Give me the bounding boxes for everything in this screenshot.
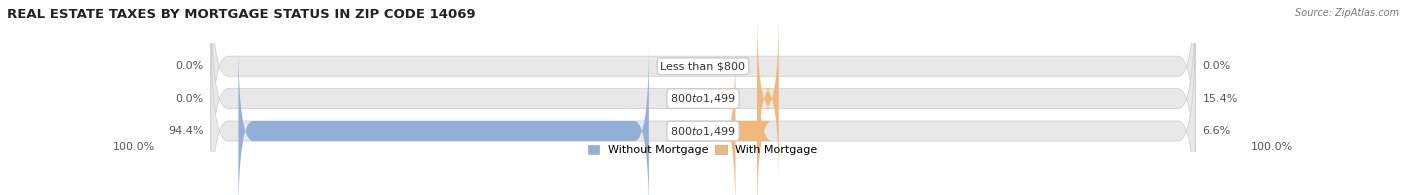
Text: 6.6%: 6.6%	[1202, 126, 1230, 136]
Text: Source: ZipAtlas.com: Source: ZipAtlas.com	[1295, 8, 1399, 18]
FancyBboxPatch shape	[756, 12, 779, 186]
Text: 0.0%: 0.0%	[1202, 61, 1230, 71]
FancyBboxPatch shape	[211, 0, 1195, 195]
Text: 100.0%: 100.0%	[1251, 142, 1294, 152]
FancyBboxPatch shape	[239, 44, 650, 195]
Text: REAL ESTATE TAXES BY MORTGAGE STATUS IN ZIP CODE 14069: REAL ESTATE TAXES BY MORTGAGE STATUS IN …	[7, 8, 475, 21]
Text: 100.0%: 100.0%	[112, 142, 155, 152]
Text: 0.0%: 0.0%	[176, 61, 204, 71]
Text: $800 to $1,499: $800 to $1,499	[671, 92, 735, 105]
Text: 0.0%: 0.0%	[176, 94, 204, 104]
Text: Less than $800: Less than $800	[661, 61, 745, 71]
FancyBboxPatch shape	[211, 28, 1195, 195]
FancyBboxPatch shape	[211, 0, 1195, 170]
Text: $800 to $1,499: $800 to $1,499	[671, 125, 735, 137]
Text: 15.4%: 15.4%	[1202, 94, 1237, 104]
Legend: Without Mortgage, With Mortgage: Without Mortgage, With Mortgage	[588, 145, 818, 155]
FancyBboxPatch shape	[721, 44, 772, 195]
Text: 94.4%: 94.4%	[167, 126, 204, 136]
